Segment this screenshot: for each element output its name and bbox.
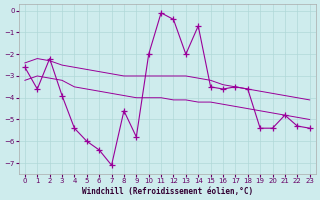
X-axis label: Windchill (Refroidissement éolien,°C): Windchill (Refroidissement éolien,°C) (82, 187, 253, 196)
